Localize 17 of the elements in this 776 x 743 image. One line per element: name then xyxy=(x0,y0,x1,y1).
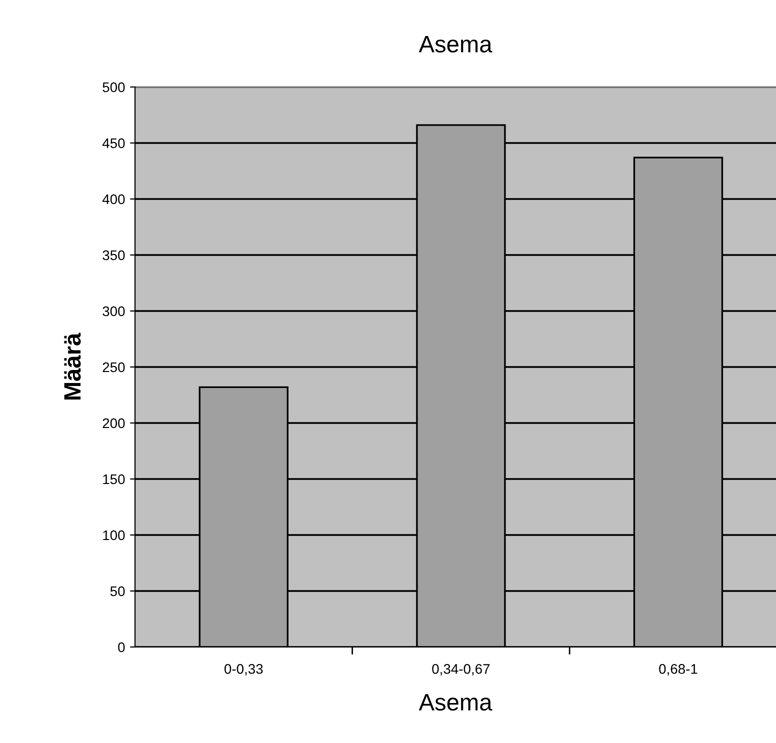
y-tick-label: 350 xyxy=(102,250,125,260)
x-tick-label: 0,34-0,67 xyxy=(432,664,490,676)
y-tick-label: 450 xyxy=(102,138,125,148)
y-tick-label: 100 xyxy=(103,530,125,540)
y-tick-label: 300 xyxy=(102,306,125,316)
y-tick-label: 400 xyxy=(102,194,125,204)
y-tick-label: 500 xyxy=(102,82,125,92)
y-tick-label: 0 xyxy=(118,642,125,652)
y-tick-label: 250 xyxy=(102,362,125,372)
y-axis-title: Määrä xyxy=(64,332,81,400)
y-tick-label: 200 xyxy=(102,418,125,428)
x-tick-label: 0-0,33 xyxy=(224,664,263,676)
x-axis-title: Asema xyxy=(418,694,492,711)
y-tick-label: 150 xyxy=(103,474,125,484)
x-tick-label: 0,68-1 xyxy=(659,664,698,676)
chart-title: Asema xyxy=(418,36,492,53)
y-tick-label: 50 xyxy=(110,586,125,596)
